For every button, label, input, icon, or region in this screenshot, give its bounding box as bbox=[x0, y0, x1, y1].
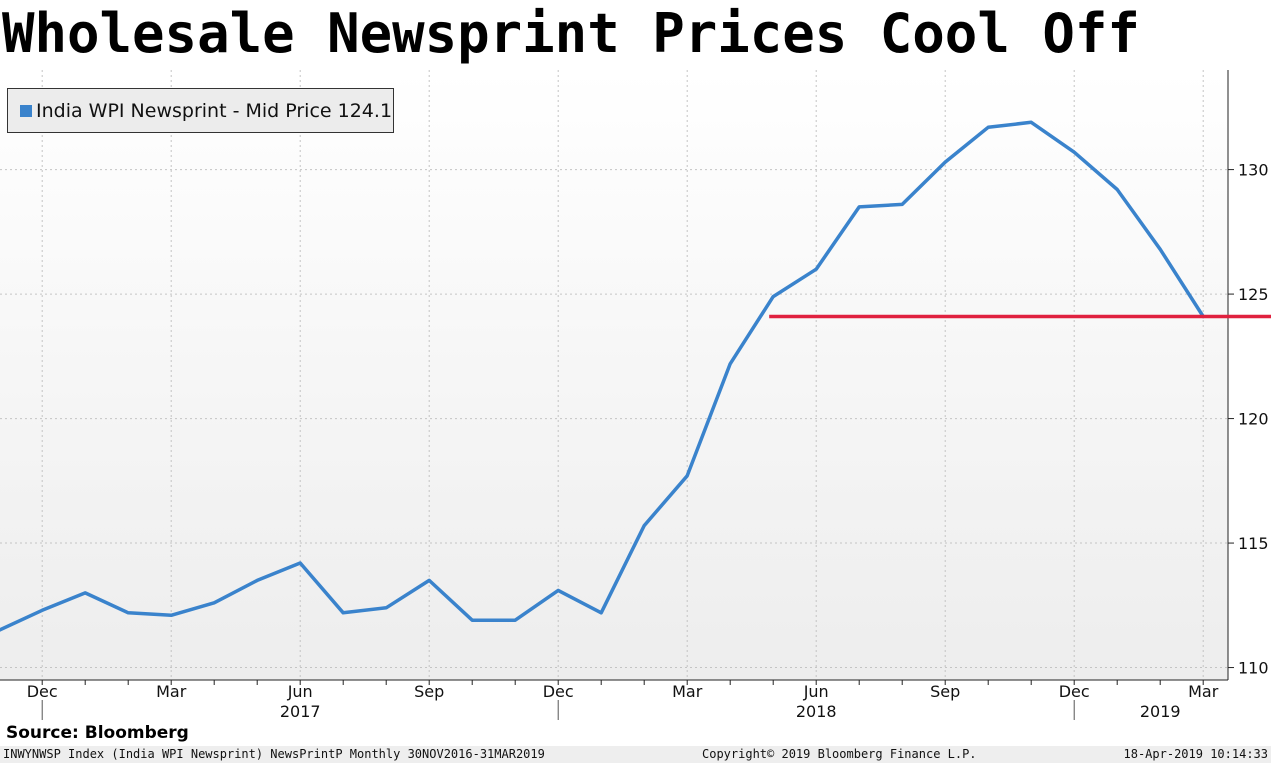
chart-title: Wholesale Newsprint Prices Cool Off bbox=[2, 2, 1140, 65]
series-line-newsprint bbox=[0, 120, 1205, 632]
year-label: 2018 bbox=[796, 702, 837, 721]
y-tick-label: 120 bbox=[1238, 410, 1269, 429]
source-label: Source: Bloomberg bbox=[6, 723, 189, 743]
y-tick-label: 115 bbox=[1238, 534, 1269, 553]
year-label: 2017 bbox=[280, 702, 321, 721]
x-tick-label: Jun bbox=[287, 682, 313, 701]
x-tick-label: Mar bbox=[156, 682, 187, 701]
x-tick-label: Mar bbox=[672, 682, 703, 701]
axes: 110 115 120 125 130 Dec Mar Jun Sep Dec Mar Jun Sep D… bbox=[0, 70, 1269, 721]
plot-area bbox=[0, 70, 1228, 680]
legend-label: India WPI Newsprint - Mid Price 124.1 bbox=[36, 99, 393, 122]
footer-timestamp: 18-Apr-2019 10:14:33 bbox=[1123, 747, 1269, 761]
year-label: 2019 bbox=[1140, 702, 1181, 721]
x-tick-label: Dec bbox=[27, 682, 58, 701]
footer-bar: INWYNWSP Index (India WPI Newsprint) New… bbox=[0, 746, 1271, 763]
grid bbox=[0, 70, 1228, 680]
y-tick-label: 130 bbox=[1238, 161, 1269, 180]
x-tick-label: Sep bbox=[414, 682, 444, 701]
x-tick-label: Dec bbox=[543, 682, 574, 701]
y-tick-label: 110 bbox=[1238, 659, 1269, 678]
x-tick-label: Jun bbox=[803, 682, 829, 701]
x-tick-label: Dec bbox=[1059, 682, 1090, 701]
legend: India WPI Newsprint - Mid Price 124.1 bbox=[7, 88, 394, 133]
x-tick-label: Mar bbox=[1188, 682, 1219, 701]
y-tick-label: 125 bbox=[1238, 285, 1269, 304]
series bbox=[0, 120, 1271, 632]
legend-swatch bbox=[20, 104, 32, 117]
footer-copyright: Copyright© 2019 Bloomberg Finance L.P. bbox=[702, 747, 977, 761]
footer-ticker: INWYNWSP Index (India WPI Newsprint) New… bbox=[3, 747, 545, 761]
x-tick-label: Sep bbox=[930, 682, 960, 701]
